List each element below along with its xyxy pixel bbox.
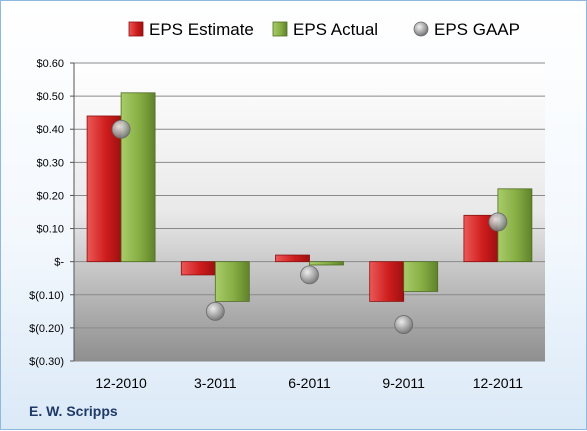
bar-eps-estimate xyxy=(86,115,122,263)
x-tick-label: 9-2011 xyxy=(382,375,425,391)
marker-eps-gaap xyxy=(205,301,225,321)
bar-eps-estimate xyxy=(369,261,405,302)
legend-label: EPS Actual xyxy=(293,20,378,39)
y-tick-label: $(0.10) xyxy=(29,290,64,302)
y-tick-label: $(0.30) xyxy=(29,356,64,368)
bar-eps-actual xyxy=(120,92,156,263)
legend-label: EPS Estimate xyxy=(149,20,254,39)
x-tick-label: 3-2011 xyxy=(194,375,237,391)
legend-label: EPS GAAP xyxy=(434,20,520,39)
company-name: E. W. Scripps xyxy=(29,403,118,419)
marker-eps-gaap xyxy=(394,315,414,334)
marker-eps-gaap xyxy=(488,212,508,232)
y-tick-label: $0.60 xyxy=(36,58,64,70)
y-tick-label: $(0.20) xyxy=(29,323,64,335)
marker-eps-gaap xyxy=(300,265,319,285)
legend-swatch-eps-gaap xyxy=(413,21,429,37)
y-tick-label: $0.40 xyxy=(36,124,64,136)
x-tick-label: 12-2010 xyxy=(95,375,147,391)
bar-eps-actual xyxy=(403,261,439,292)
bar-eps-estimate xyxy=(275,254,310,263)
x-tick-label: 6-2011 xyxy=(288,375,331,391)
bar-eps-actual xyxy=(214,261,250,302)
bar-eps-estimate xyxy=(180,261,216,276)
x-tick-label: 12-2011 xyxy=(473,375,524,391)
y-tick-label: $0.10 xyxy=(36,224,64,236)
y-tick-label: $- xyxy=(54,257,64,269)
legend-swatch-eps-actual xyxy=(272,21,288,37)
y-tick-label: $0.20 xyxy=(36,190,64,202)
legend-swatch-eps-estimate xyxy=(128,21,144,37)
marker-eps-gaap xyxy=(111,119,131,139)
y-tick-label: $0.50 xyxy=(36,91,64,103)
y-tick-label: $0.30 xyxy=(36,157,64,169)
bar-eps-actual xyxy=(309,261,344,266)
